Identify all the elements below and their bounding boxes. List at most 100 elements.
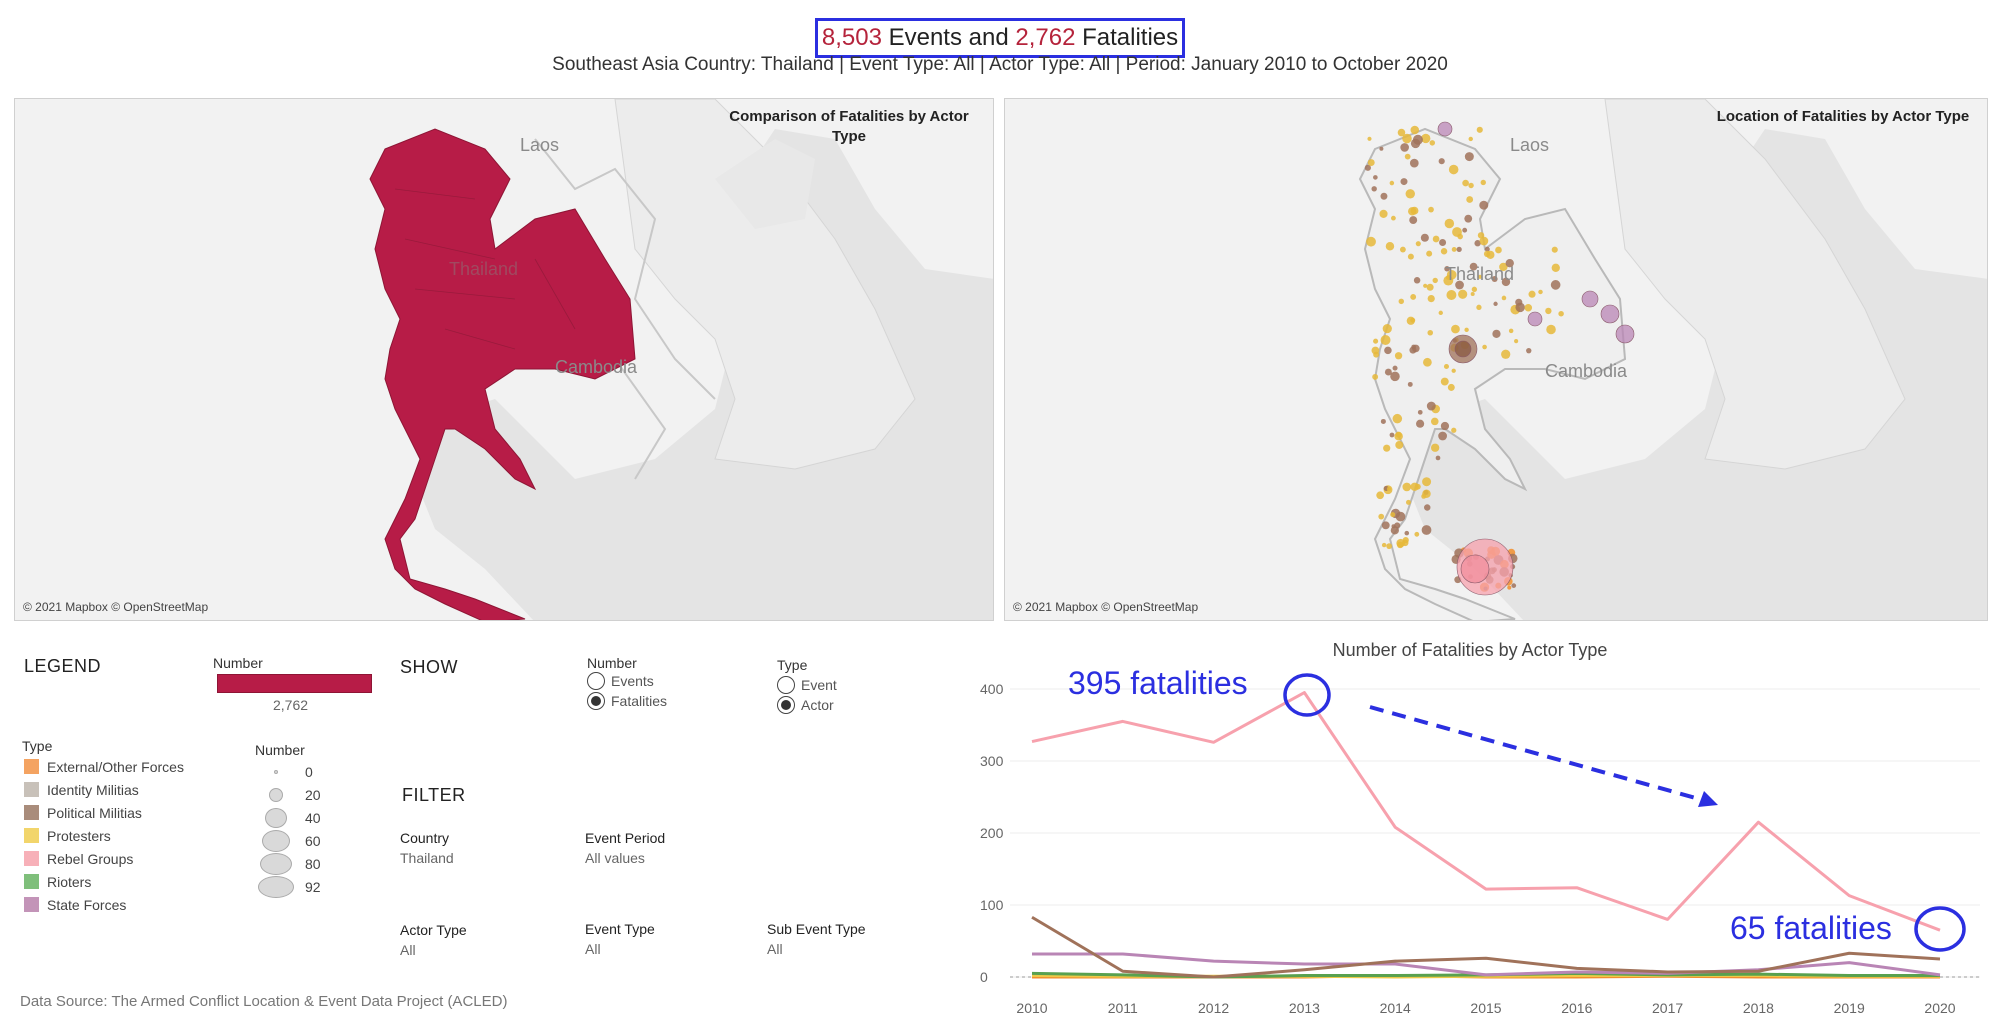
event-bubble — [1406, 499, 1411, 505]
label-thailand-right: Thailand — [1445, 264, 1515, 284]
label-cambodia-right: Cambodia — [1545, 361, 1628, 381]
legend-type-label: Type — [22, 738, 53, 754]
event-bubble — [1399, 246, 1406, 253]
event-bubble — [1443, 363, 1450, 370]
event-bubble — [1382, 323, 1392, 334]
end-circle — [1914, 906, 1966, 952]
map-right-copyright[interactable]: © 2021 Mapbox © OpenStreetMap — [1013, 600, 1199, 614]
legend-number-value: 2,762 — [273, 697, 309, 713]
event-bubble — [1451, 247, 1457, 252]
radio-circle[interactable] — [777, 696, 795, 714]
event-bubble — [1492, 329, 1501, 338]
event-bubble — [1392, 365, 1398, 371]
event-bubble — [1477, 274, 1483, 279]
legend-type-item[interactable]: Rebel Groups — [24, 847, 184, 870]
event-bubble — [1440, 421, 1450, 431]
event-bubble — [1410, 125, 1420, 135]
legend-type-item[interactable]: Identity Militias — [24, 778, 184, 801]
event-bubble — [1398, 298, 1404, 305]
event-bubble — [1395, 511, 1406, 522]
event-bubble — [1394, 352, 1403, 360]
fatalities-line-chart[interactable]: 0 100 200 300 400 2010 2011 2012 2013 2014 2015 201… — [940, 665, 1990, 1025]
fatality-bubble — [1615, 324, 1635, 344]
fatality-bubble — [1581, 290, 1599, 308]
event-bubble — [1414, 483, 1421, 490]
event-bubble — [1390, 526, 1399, 535]
event-bubble — [1390, 371, 1400, 382]
event-bubble — [1480, 179, 1486, 186]
event-bubble — [1476, 304, 1482, 310]
filter-sub-event-type[interactable]: Sub Event Type All — [767, 921, 866, 957]
label-cambodia: Cambodia — [555, 357, 638, 377]
y-tick-label: 0 — [980, 969, 988, 985]
size-circle — [274, 769, 278, 774]
event-bubble — [1511, 583, 1517, 588]
legend-type-item[interactable]: Protesters — [24, 824, 184, 847]
show-number-group: Number Events Fatalities — [587, 655, 667, 711]
radio-circle[interactable] — [587, 672, 605, 690]
event-bubble — [1386, 543, 1393, 550]
radio-actor[interactable]: Actor — [777, 695, 837, 715]
filter-actor-type[interactable]: Actor Type All — [400, 922, 467, 958]
event-bubble — [1380, 418, 1386, 424]
event-bubble — [1379, 209, 1388, 218]
y-tick-label: 400 — [980, 681, 1004, 697]
radio-circle[interactable] — [777, 676, 795, 694]
event-bubble — [1458, 289, 1468, 299]
event-bubble — [1526, 347, 1532, 354]
radio-events[interactable]: Events — [587, 671, 667, 691]
event-bubble — [1448, 164, 1459, 175]
event-bubble — [1438, 158, 1445, 165]
event-bubble — [1501, 295, 1507, 301]
radio-fatalities[interactable]: Fatalities — [587, 691, 667, 711]
bubble-map[interactable]: Laos Thailand Cambodia Location of Fatal… — [1004, 98, 1988, 621]
chart-title: Number of Fatalities by Actor Type — [1332, 640, 1608, 660]
event-bubble — [1426, 401, 1436, 411]
map-left-copyright[interactable]: © 2021 Mapbox © OpenStreetMap — [23, 600, 209, 614]
event-bubble — [1499, 262, 1508, 272]
map-left-title: Comparison of Fatalities by Actor Type — [729, 108, 969, 145]
event-bubble — [1491, 276, 1498, 283]
filter-country[interactable]: Country Thailand — [400, 830, 454, 866]
event-bubble — [1391, 215, 1396, 221]
y-tick-label: 300 — [980, 753, 1004, 769]
show-type-label: Type — [777, 657, 808, 673]
event-bubble — [1379, 146, 1384, 151]
x-tick-label: 2018 — [1743, 1000, 1774, 1016]
event-bubble — [1514, 339, 1519, 344]
event-bubble — [1367, 159, 1375, 167]
fatality-bubbles — [1364, 121, 1635, 596]
choropleth-map[interactable]: Laos Thailand Cambodia Comparison of Fat… — [14, 98, 994, 621]
filter-event-period[interactable]: Event Period All values — [585, 830, 666, 866]
x-tick-label: 2014 — [1380, 1000, 1411, 1016]
event-bubble — [1396, 541, 1404, 549]
event-bubble — [1410, 294, 1417, 300]
event-bubble — [1479, 236, 1489, 246]
radio-event[interactable]: Event — [777, 675, 837, 695]
event-bubble — [1446, 290, 1457, 301]
event-bubble — [1405, 189, 1415, 199]
size-circle — [262, 829, 290, 852]
event-bubble — [1440, 247, 1448, 255]
legend-size-item: 20 — [255, 783, 321, 806]
x-tick-label: 2012 — [1198, 1000, 1229, 1016]
legend-type-item[interactable]: Political Militias — [24, 801, 184, 824]
event-bubble — [1426, 250, 1433, 257]
legend-size-item: 80 — [255, 852, 321, 875]
radio-circle[interactable] — [587, 692, 605, 710]
event-bubble — [1423, 357, 1432, 367]
legend-type-item[interactable]: External/Other Forces — [24, 755, 184, 778]
legend-type-item[interactable]: State Forces — [24, 893, 184, 916]
x-tick-label: 2017 — [1652, 1000, 1683, 1016]
event-bubble — [1479, 200, 1489, 210]
filter-event-type[interactable]: Event Type All — [585, 921, 655, 957]
event-bubble — [1456, 246, 1462, 252]
legend-type-item[interactable]: Rioters — [24, 870, 184, 893]
event-bubble — [1464, 214, 1473, 223]
event-bubble — [1364, 164, 1371, 171]
event-bubble — [1471, 286, 1478, 293]
event-bubble — [1558, 310, 1564, 317]
event-bubble — [1451, 324, 1460, 334]
event-bubble — [1551, 263, 1560, 272]
event-bubble — [1462, 227, 1468, 233]
